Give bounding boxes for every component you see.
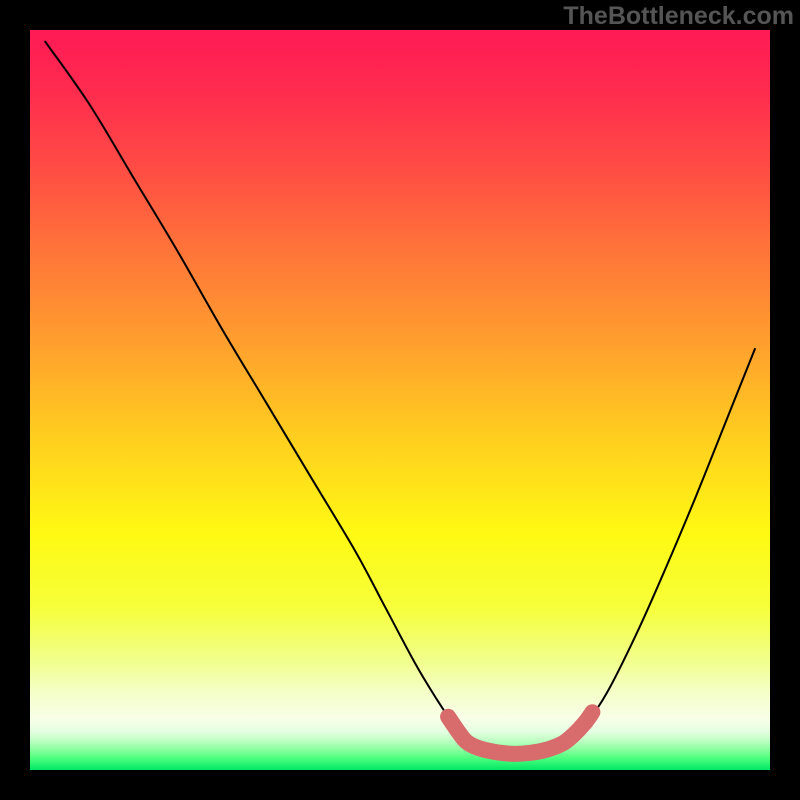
watermark-text: TheBottleneck.com bbox=[563, 2, 794, 31]
plot-gradient-background bbox=[30, 30, 770, 770]
chart-stage: TheBottleneck.com bbox=[0, 0, 800, 800]
